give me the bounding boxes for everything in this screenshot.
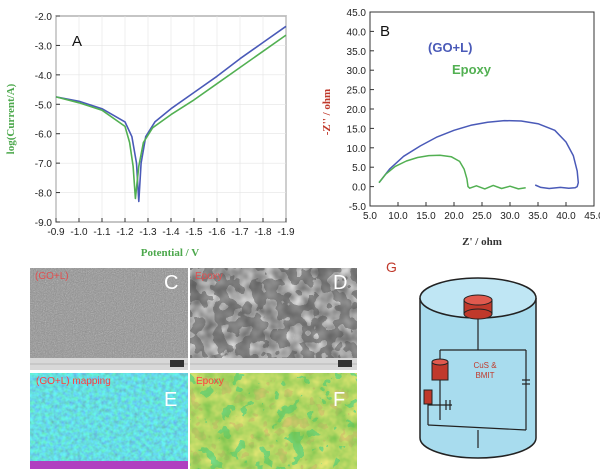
tafel-x-tick-label: -1.4 [162, 227, 180, 238]
tafel-y-tick-label: -8.0 [35, 189, 53, 200]
panel-b-letter: B [380, 23, 390, 40]
nyquist-x-tick-label: 10.0 [388, 211, 408, 222]
sem-texture-c [30, 268, 188, 370]
tafel-y-tick-label: -2.0 [35, 12, 53, 23]
circuit-label: CuS & BMIT [473, 361, 497, 380]
nyquist-y-ticks: -5.0 0.0 5.0 10.0 15.0 20.0 25.0 30.0 35.0 40.0 45… [347, 8, 374, 213]
map-texture-e [30, 373, 188, 469]
tafel-gridlines [55, 15, 287, 223]
panel-d-letter: D [333, 272, 348, 294]
tafel-x-tick-label: -1.7 [231, 227, 249, 238]
nyquist-x-tick-label: 15.0 [416, 211, 436, 222]
map-f-title: Epoxy [196, 376, 224, 387]
nyquist-y-tick-label: 15.0 [347, 124, 367, 135]
legend-go-l: (GO+L) [428, 40, 472, 55]
tafel-x-tick-label: -1.0 [70, 227, 88, 238]
nyquist-series-line-1 [378, 154, 526, 190]
tafel-chart: -2.0 -3.0 -4.0 -5.0 -6.0 -7.0 -8.0 -9.0 -0.9 -1.… [5, 12, 295, 259]
circuit-wiring [427, 319, 530, 448]
nyquist-y-tick-label: 5.0 [352, 163, 366, 174]
nyquist-y-tick-label: -5.0 [349, 202, 367, 213]
nyquist-x-ticks: 5.0 10.0 15.0 20.0 25.0 30.0 35.0 40.0 45.0 [363, 202, 600, 222]
nyquist-y-tick-label: 0.0 [352, 183, 366, 194]
tafel-y-axis-label: log(Current/A) [5, 83, 17, 154]
sem-image-epoxy: Epoxy D [190, 268, 357, 370]
sem-texture-d [190, 268, 357, 370]
top-electrode [463, 294, 493, 320]
tafel-series-line-0 [55, 25, 287, 203]
nyquist-y-tick-label: 20.0 [347, 105, 367, 116]
circuit-label-line: BMIT [475, 371, 494, 380]
nyquist-y-tick-label: 30.0 [347, 66, 367, 77]
nyquist-series-line-0 [378, 119, 580, 190]
resistor-element-1 [431, 358, 449, 381]
tafel-y-tick-label: -6.0 [35, 130, 53, 141]
nyquist-y-tick-label: 40.0 [347, 27, 367, 38]
nyquist-y-tick-label: 45.0 [347, 8, 367, 19]
tafel-x-axis-label: Potential / V [141, 247, 200, 259]
panel-a-letter: A [72, 33, 82, 50]
equivalent-circuit-diagram: G CuS & BMIT [386, 259, 537, 459]
nyquist-x-tick-label: 40.0 [556, 211, 576, 222]
tafel-x-tick-label: -1.3 [139, 227, 157, 238]
panel-g-letter: G [386, 259, 397, 275]
nyquist-x-tick-label: 25.0 [472, 211, 492, 222]
nyquist-x-tick-label: 35.0 [528, 211, 548, 222]
tafel-y-tick-label: -3.0 [35, 41, 53, 52]
nyquist-plot-area [369, 11, 595, 207]
nyquist-y-tick-label: 10.0 [347, 144, 367, 155]
tafel-x-tick-label: -1.8 [254, 227, 272, 238]
tafel-x-tick-label: -1.9 [277, 227, 295, 238]
map-texture-f [190, 373, 357, 469]
tafel-y-tick-label: -9.0 [35, 218, 53, 229]
tafel-x-tick-label: -1.6 [208, 227, 226, 238]
nyquist-x-tick-label: 30.0 [500, 211, 520, 222]
sem-c-title: (GO+L) [35, 271, 69, 282]
nyquist-chart: -5.0 0.0 5.0 10.0 15.0 20.0 25.0 30.0 35.0 40.0 45… [321, 8, 600, 248]
nyquist-x-tick-label: 5.0 [363, 211, 377, 222]
nyquist-y-tick-label: 25.0 [347, 86, 367, 97]
tafel-y-tick-label: -5.0 [35, 100, 53, 111]
tafel-x-tick-label: -1.1 [93, 227, 111, 238]
tafel-y-tick-label: -7.0 [35, 159, 53, 170]
sem-image-go-l: (GO+L) C [30, 268, 188, 370]
nyquist-series-group [378, 119, 580, 190]
nyquist-x-tick-label: 45.0 [584, 211, 600, 222]
map-image-epoxy: Epoxy F [190, 373, 357, 469]
tafel-x-ticks: -0.9 -1.0 -1.1 -1.2 -1.3 -1.4 -1.5 -1.6 -1.7 -1.8… [47, 218, 295, 238]
nyquist-x-axis-label: Z' / ohm [462, 236, 502, 248]
panel-c-letter: C [164, 272, 179, 294]
tafel-x-tick-label: -1.2 [116, 227, 134, 238]
tafel-series-group [55, 25, 287, 203]
map-e-title: (GO+L) mapping [36, 376, 111, 387]
map-image-go-l: (GO+L) mapping E [30, 373, 188, 469]
tafel-x-tick-label: -0.9 [47, 227, 65, 238]
sem-d-title: Epoxy [195, 271, 223, 282]
panel-e-letter: E [164, 389, 178, 411]
tafel-y-ticks: -2.0 -3.0 -4.0 -5.0 -6.0 -7.0 -8.0 -9.0 [35, 12, 60, 229]
panel-f-letter: F [333, 389, 346, 411]
circuit-label-line: CuS & [473, 361, 497, 370]
resistor-element-2 [423, 389, 433, 405]
legend-epoxy: Epoxy [452, 62, 492, 77]
tafel-series-line-1 [55, 34, 287, 200]
nyquist-y-tick-label: 35.0 [347, 47, 367, 58]
tafel-y-tick-label: -4.0 [35, 71, 53, 82]
nyquist-y-axis-label: -Z'' / ohm [321, 89, 333, 135]
tafel-x-tick-label: -1.5 [185, 227, 203, 238]
nyquist-x-tick-label: 20.0 [444, 211, 464, 222]
